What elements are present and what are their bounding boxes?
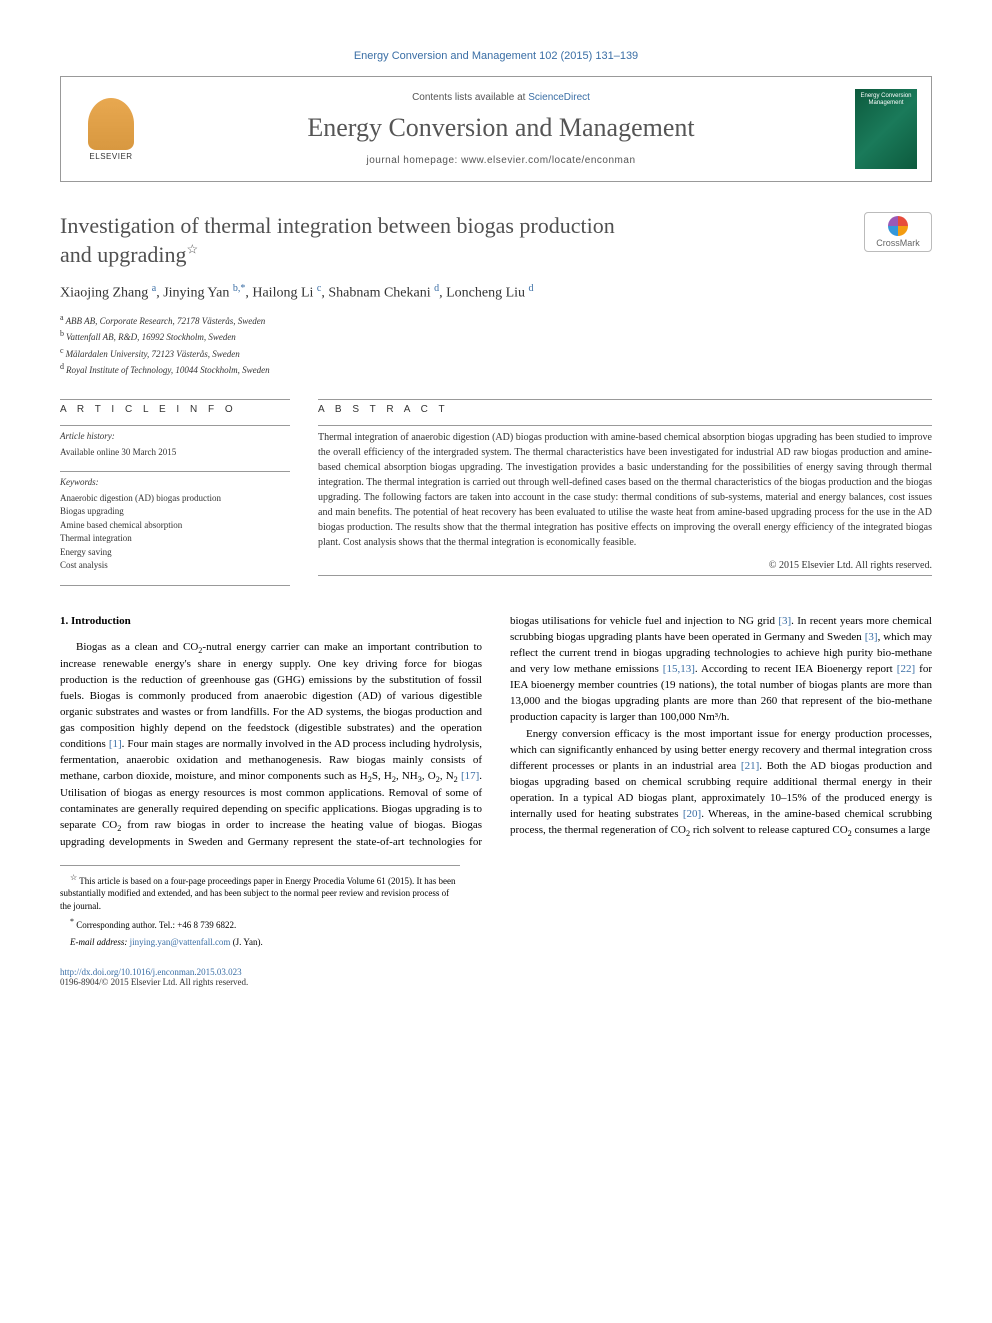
article-body: 1. Introduction Biogas as a clean and CO… — [60, 614, 932, 851]
abstract-copyright: © 2015 Elsevier Ltd. All rights reserved… — [318, 560, 932, 571]
citation-link[interactable]: [3] — [778, 615, 791, 627]
page-footer: http://dx.doi.org/10.1016/j.enconman.201… — [60, 967, 932, 987]
journal-citation: Energy Conversion and Management 102 (20… — [60, 50, 932, 62]
history-label: Article history: — [60, 430, 290, 444]
article-info-sidebar: A R T I C L E I N F O Article history: A… — [60, 395, 290, 590]
citation-link[interactable]: [20] — [683, 808, 701, 820]
issn-copyright: 0196-8904/© 2015 Elsevier Ltd. All right… — [60, 977, 932, 987]
email-link[interactable]: jinying.yan@vattenfall.com — [130, 937, 231, 947]
sciencedirect-link[interactable]: ScienceDirect — [528, 92, 590, 103]
history-date: Available online 30 March 2015 — [60, 446, 290, 460]
crossmark-label: CrossMark — [876, 238, 920, 248]
journal-header: ELSEVIER Contents lists available at Sci… — [60, 76, 932, 182]
contents-lists: Contents lists available at ScienceDirec… — [147, 92, 855, 103]
section-heading-intro: 1. Introduction — [60, 614, 482, 630]
article-info-heading: A R T I C L E I N F O — [60, 404, 290, 415]
affiliations: a ABB AB, Corporate Research, 72178 Väst… — [60, 312, 932, 378]
authors-list: Xiaojing Zhang a, Jinying Yan b,*, Hailo… — [60, 283, 932, 302]
keyword-item: Biogas upgrading — [60, 505, 290, 519]
citation-link[interactable]: [3] — [865, 631, 878, 643]
crossmark-badge[interactable]: CrossMark — [864, 212, 932, 252]
journal-cover-thumbnail: Energy Conversion Management — [855, 89, 917, 169]
publisher-logo: ELSEVIER — [75, 91, 147, 167]
body-paragraph-2: Energy conversion efficacy is the most i… — [510, 727, 932, 840]
keyword-item: Amine based chemical absorption — [60, 519, 290, 533]
keyword-item: Anaerobic digestion (AD) biogas producti… — [60, 492, 290, 506]
journal-name: Energy Conversion and Management — [147, 113, 855, 143]
citation-link[interactable]: [1] — [109, 738, 122, 750]
doi-link[interactable]: http://dx.doi.org/10.1016/j.enconman.201… — [60, 967, 242, 977]
citation-link[interactable]: [22] — [897, 663, 915, 675]
footnote-corresponding-author: * Corresponding author. Tel.: +46 8 739 … — [60, 916, 460, 932]
abstract-text: Thermal integration of anaerobic digesti… — [318, 430, 932, 550]
keyword-item: Thermal integration — [60, 532, 290, 546]
footnotes: ☆ This article is based on a four-page p… — [60, 865, 460, 949]
keywords-label: Keywords: — [60, 476, 290, 490]
citation-link[interactable]: [17] — [461, 770, 479, 782]
title-footnote-mark: ☆ — [186, 241, 198, 256]
abstract-section: A B S T R A C T Thermal integration of a… — [318, 395, 932, 590]
footnote-article-source: ☆ This article is based on a four-page p… — [60, 872, 460, 913]
keyword-item: Cost analysis — [60, 559, 290, 573]
crossmark-icon — [888, 216, 908, 236]
citation-link[interactable]: [21] — [741, 760, 759, 772]
elsevier-tree-icon — [88, 98, 134, 150]
keyword-item: Energy saving — [60, 546, 290, 560]
footnote-email: E-mail address: jinying.yan@vattenfall.c… — [60, 936, 460, 949]
article-title: Investigation of thermal integration bet… — [60, 212, 932, 269]
abstract-heading: A B S T R A C T — [318, 404, 932, 415]
citation-link[interactable]: [15,13] — [663, 663, 695, 675]
publisher-name: ELSEVIER — [89, 152, 132, 161]
journal-homepage: journal homepage: www.elsevier.com/locat… — [147, 155, 855, 166]
